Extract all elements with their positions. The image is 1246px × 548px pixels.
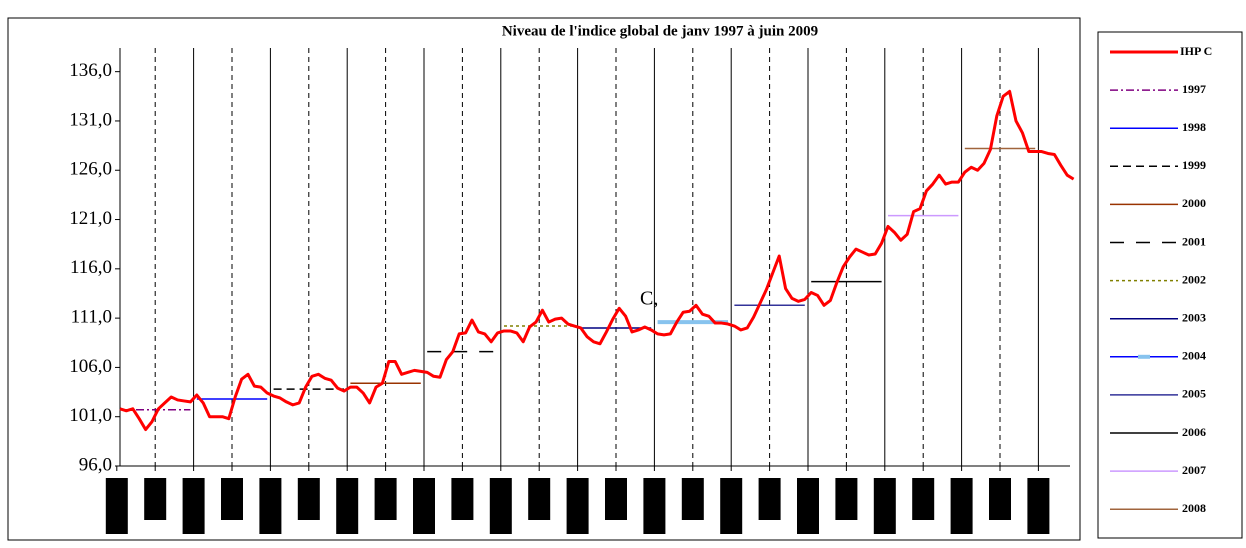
x-label-block xyxy=(144,478,167,520)
x-label-block xyxy=(336,478,359,534)
y-tick-label: 126,0 xyxy=(69,159,112,180)
x-label-block xyxy=(374,478,397,520)
x-label-block xyxy=(605,478,627,520)
x-label-block xyxy=(989,478,1011,520)
x-label-block xyxy=(182,478,205,534)
y-tick-label: 101,0 xyxy=(69,405,112,426)
chart-title: Niveau de l'indice global de janv 1997 à… xyxy=(502,23,818,39)
x-label-block xyxy=(912,478,935,520)
x-label-block xyxy=(221,478,243,520)
legend-label: 2005 xyxy=(1182,387,1206,401)
x-label-block xyxy=(528,478,551,520)
y-tick-label: 116,0 xyxy=(70,257,112,278)
y-tick-label: 121,0 xyxy=(69,208,112,229)
x-label-block xyxy=(681,478,704,520)
x-label-block xyxy=(566,478,589,534)
x-label-block xyxy=(489,478,512,534)
x-label-block xyxy=(451,478,474,520)
legend-label: 2008 xyxy=(1182,501,1206,515)
legend-label: 2003 xyxy=(1182,310,1206,324)
legend-label: 1998 xyxy=(1182,120,1206,134)
x-label-block xyxy=(105,478,128,534)
legend-label: 2006 xyxy=(1182,425,1206,439)
chart-frame xyxy=(7,17,1081,541)
y-tick-label: 111,0 xyxy=(71,306,112,327)
legend-label: 2007 xyxy=(1182,463,1206,477)
x-label-block xyxy=(643,478,666,534)
y-tick-label: 96,0 xyxy=(79,454,112,475)
legend-label: 2004 xyxy=(1182,349,1206,363)
x-label-block xyxy=(758,478,781,520)
x-label-block xyxy=(797,478,819,534)
annotation: C, xyxy=(640,288,658,310)
x-label-block xyxy=(873,478,896,534)
legend-label: 2002 xyxy=(1182,272,1206,286)
x-label-block xyxy=(297,478,320,520)
x-label-block xyxy=(950,478,973,534)
legend-label: 1997 xyxy=(1182,82,1206,96)
x-label-block xyxy=(720,478,743,534)
y-tick-label: 131,0 xyxy=(69,109,112,130)
x-label-block xyxy=(835,478,858,520)
x-label-block xyxy=(1027,478,1050,534)
legend-frame xyxy=(1097,31,1243,539)
x-label-block xyxy=(259,478,282,534)
y-tick-label: 106,0 xyxy=(69,356,112,377)
legend-label: 2000 xyxy=(1182,196,1206,210)
x-label-block xyxy=(413,478,435,534)
y-tick-label: 136,0 xyxy=(69,60,112,81)
legend-label: IHP C xyxy=(1180,44,1212,58)
series-line xyxy=(119,89,1075,432)
legend-label: 2001 xyxy=(1182,234,1206,248)
legend-label: 1999 xyxy=(1182,158,1206,172)
